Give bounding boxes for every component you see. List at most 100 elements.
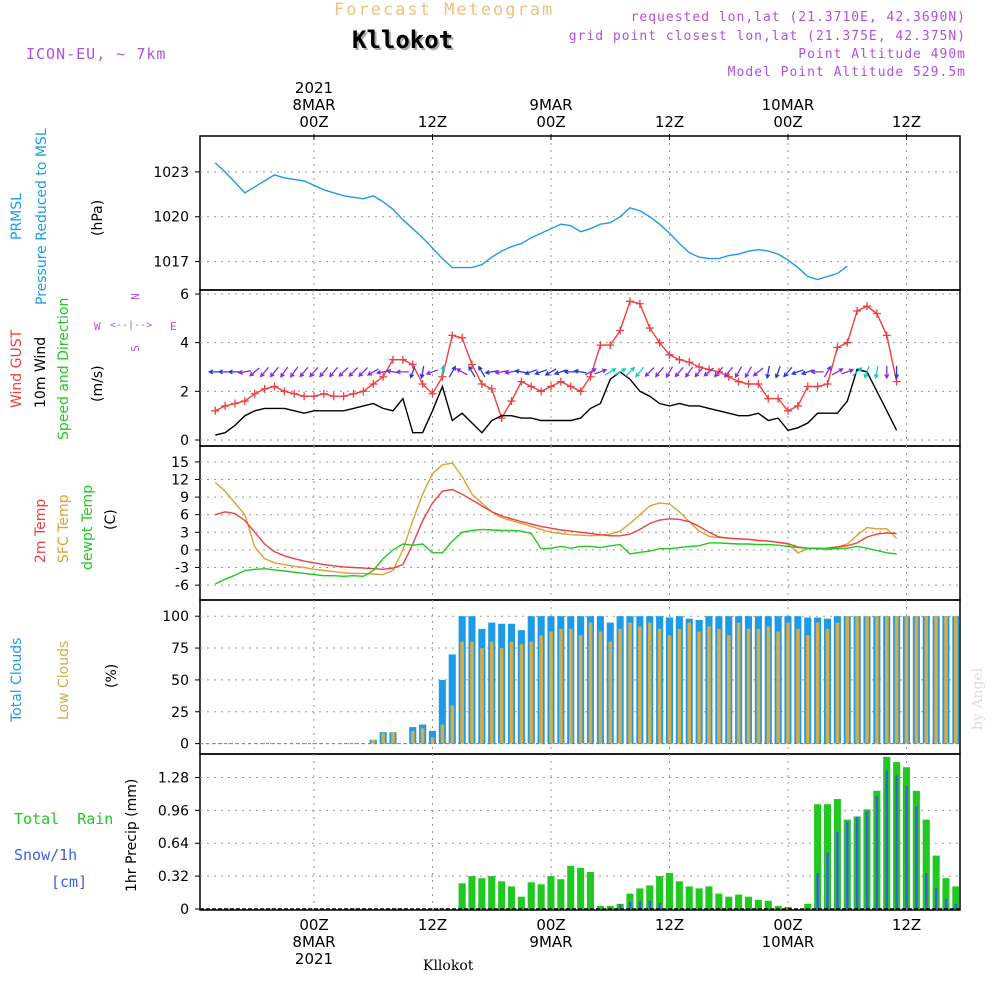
gust-marker [468,360,476,369]
total-cloud-bar [912,616,920,744]
total-cloud-bar [389,732,397,744]
total-cloud-bar [586,616,594,744]
gust-marker [793,401,802,410]
wind-direction-arrow [309,366,319,378]
total-cloud-bar [843,616,851,744]
total-cloud-bar [764,616,772,744]
total-cloud-bar [725,616,733,744]
low-cloud-bar [835,622,840,744]
wind-direction-arrow [478,365,486,378]
snow-bar [648,900,651,909]
low-cloud-bar [766,626,771,744]
top-time-label: 00Z [536,113,565,131]
gust-marker [497,414,506,423]
gust-marker [260,384,269,393]
rain-bar [478,878,486,909]
rain-bar [498,881,506,909]
wind-10m-label: 10m Wind [33,336,49,408]
gust-marker [645,324,654,333]
low-cloud-bar [667,635,672,744]
rain-bar [547,876,555,909]
snow-bar [875,796,879,909]
total-cloud-bar [695,620,703,744]
gust-marker [537,387,546,396]
wind-direction-arrow [573,368,587,374]
total-cloud-bar [626,616,634,744]
low-cloud-bar [687,622,692,744]
wind-direction-arrow [584,368,597,376]
rain-bar [715,893,723,909]
rain-bar [725,896,733,909]
rain-bar [853,816,861,909]
snow-bar [865,811,869,909]
top-time-label: 00Z [773,113,802,131]
rain-bar [893,762,901,909]
rain-bar [902,767,910,909]
wind-dir-label: Speed and Direction [56,297,72,440]
rain-bar [665,873,673,909]
wind-direction-arrow [752,367,764,377]
gust-marker [477,380,486,389]
low-cloud-bar [381,733,385,744]
gust-marker [695,363,704,371]
gust-marker [359,387,368,396]
temp-sfc-label: SFC Temp [56,494,72,563]
total-cloud-bar [547,616,555,744]
wind-direction-arrow [674,366,684,378]
top-time-label: 00Z [299,113,328,131]
wind-speed-line [215,368,898,436]
low-cloud-bar [677,628,682,744]
snow-bar [826,852,829,909]
rain-bar [567,865,575,909]
model-label: ICON-EU, ~ 7km [26,45,167,63]
rain-bar [527,882,535,909]
panel-frame-0 [199,135,961,291]
rain-bar [507,886,515,909]
footer-location: Kllokot [423,958,474,974]
gust-marker [329,392,338,401]
rain-bar [744,896,752,909]
low-cloud-bar [529,641,534,744]
bottom-time-label: 12Z [655,916,684,934]
low-cloud-bar [588,622,593,744]
snow-bar [934,888,938,909]
wind-direction-arrow [894,365,900,380]
wind-direction-arrow [269,366,279,378]
rain-bar [932,855,940,909]
wind-direction-arrow [831,368,844,376]
y-tick-label: 0 [180,737,189,753]
low-cloud-bar [460,641,464,744]
total-cloud-bar [932,616,940,744]
gust-marker [240,397,249,406]
wind-direction-arrow [455,368,468,376]
rain-bar [754,899,762,909]
gust-marker [596,341,605,350]
low-cloud-bar [786,622,790,744]
cloud-low-label: Low Clouds [56,640,72,720]
panel-frame-1 [199,289,961,447]
gust-marker [586,372,595,381]
total-cloud-bar [823,618,831,744]
gust-marker [319,389,328,398]
y-tick-label: 0.96 [158,803,189,819]
low-cloud-bar [746,628,751,744]
total-cloud-bar [656,616,664,744]
low-cloud-bar [904,616,909,744]
rain-bar [695,888,703,909]
gust-marker [566,382,575,391]
wind-direction-arrow [419,365,425,380]
total-cloud-bar [873,616,881,744]
rain-bar [814,804,822,909]
gust-marker [280,387,289,396]
gust-marker [724,372,733,381]
wind-direction-arrow [299,366,309,378]
gust-marker [764,394,773,403]
low-cloud-bar [707,626,711,744]
top-time-label: 12Z [892,113,921,131]
pressure-label-full: Pressure Reduced to MSL [34,128,50,305]
total-cloud-bar [952,616,960,744]
total-cloud-bar [488,622,496,744]
rain-bar [636,888,644,909]
low-cloud-bar [549,631,553,744]
